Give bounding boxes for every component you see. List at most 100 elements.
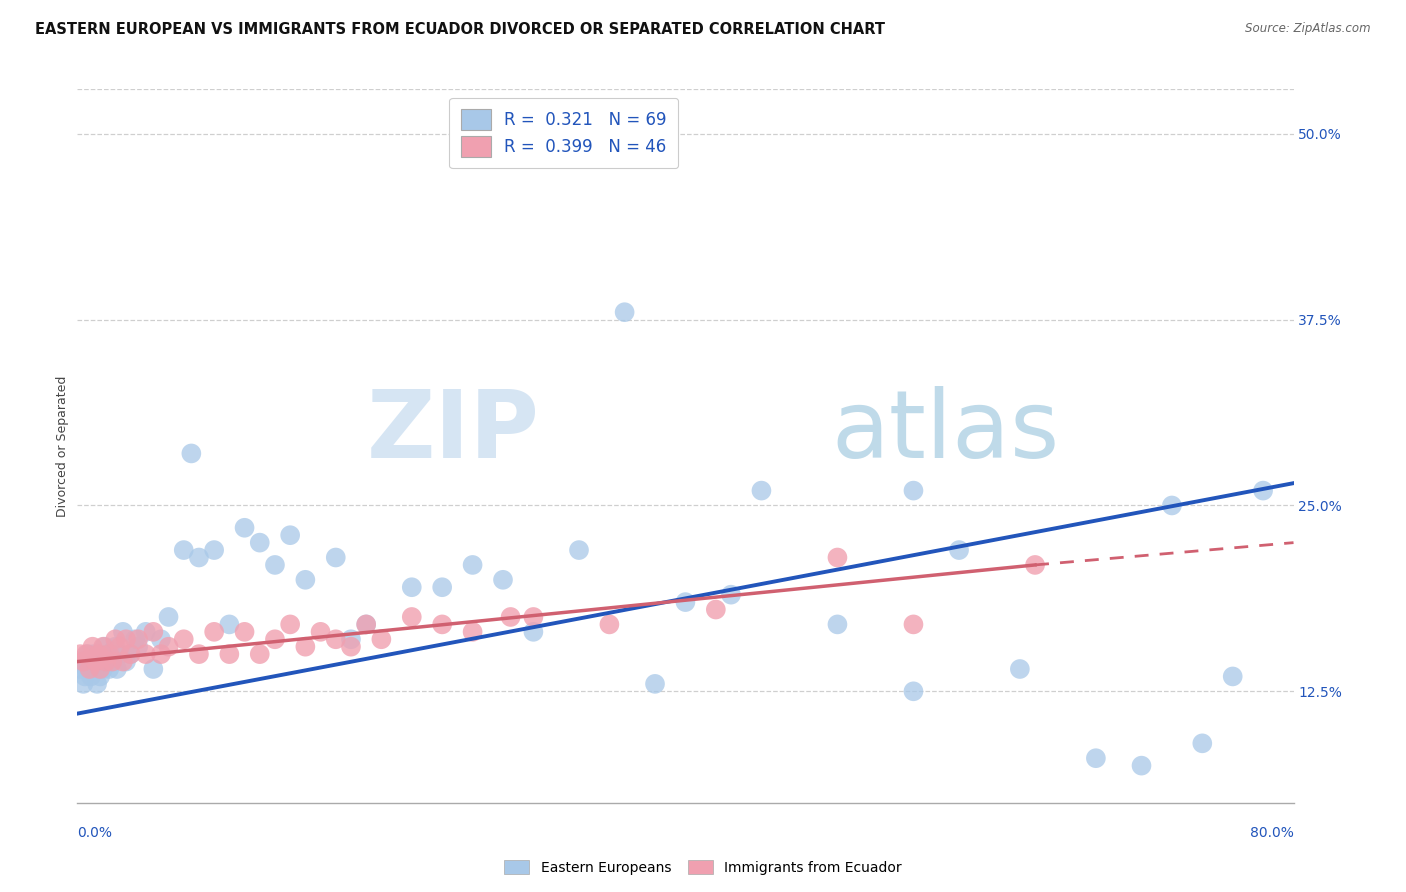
- Point: [142, 624, 165, 639]
- Point: [127, 632, 149, 647]
- Point: [675, 595, 697, 609]
- Point: [704, 602, 727, 616]
- Point: [522, 624, 544, 639]
- Point: [827, 617, 849, 632]
- Point: [101, 655, 124, 669]
- Point: [325, 550, 347, 565]
- Point: [111, 655, 134, 669]
- Point: [430, 580, 453, 594]
- Point: [89, 662, 111, 676]
- Point: [97, 647, 120, 661]
- Legend: R =  0.321   N = 69, R =  0.399   N = 46: R = 0.321 N = 69, R = 0.399 N = 46: [450, 97, 678, 169]
- Point: [82, 640, 104, 654]
- Point: [461, 558, 484, 572]
- Point: [644, 677, 666, 691]
- Point: [218, 647, 240, 661]
- Point: [127, 640, 149, 654]
- Point: [354, 617, 377, 632]
- Point: [87, 662, 110, 676]
- Text: 80.0%: 80.0%: [1250, 826, 1294, 839]
- Point: [903, 684, 925, 698]
- Point: [188, 550, 211, 565]
- Point: [613, 305, 636, 319]
- Legend: Eastern Europeans, Immigrants from Ecuador: Eastern Europeans, Immigrants from Ecuad…: [499, 855, 907, 880]
- Point: [96, 655, 118, 669]
- Point: [93, 640, 115, 654]
- Point: [104, 640, 127, 654]
- Point: [202, 624, 225, 639]
- Point: [120, 647, 142, 661]
- Point: [83, 647, 105, 661]
- Point: [233, 624, 256, 639]
- Point: [233, 521, 256, 535]
- Point: [568, 543, 591, 558]
- Point: [294, 640, 316, 654]
- Point: [249, 535, 271, 549]
- Point: [354, 617, 377, 632]
- Point: [499, 610, 522, 624]
- Point: [77, 647, 100, 661]
- Point: [115, 632, 138, 647]
- Point: [401, 580, 423, 594]
- Point: [79, 662, 101, 676]
- Point: [1251, 483, 1274, 498]
- Point: [105, 662, 128, 676]
- Point: [84, 662, 107, 676]
- Point: [73, 669, 96, 683]
- Point: [149, 632, 172, 647]
- Point: [1024, 558, 1046, 572]
- Point: [84, 655, 107, 669]
- Point: [751, 483, 773, 498]
- Point: [1008, 662, 1031, 676]
- Point: [492, 573, 515, 587]
- Y-axis label: Divorced or Separated: Divorced or Separated: [56, 376, 69, 516]
- Point: [108, 640, 131, 654]
- Point: [82, 655, 104, 669]
- Point: [340, 640, 363, 654]
- Point: [264, 632, 287, 647]
- Point: [1222, 669, 1244, 683]
- Point: [188, 647, 211, 661]
- Point: [135, 647, 157, 661]
- Point: [1191, 736, 1213, 750]
- Point: [89, 669, 111, 683]
- Point: [1161, 499, 1184, 513]
- Point: [294, 573, 316, 587]
- Point: [278, 617, 301, 632]
- Point: [115, 655, 138, 669]
- Point: [142, 662, 165, 676]
- Point: [98, 647, 121, 661]
- Point: [903, 483, 925, 498]
- Point: [370, 632, 392, 647]
- Point: [70, 655, 93, 669]
- Point: [87, 647, 110, 661]
- Point: [111, 624, 134, 639]
- Point: [249, 647, 271, 661]
- Point: [135, 624, 157, 639]
- Point: [124, 632, 146, 647]
- Point: [91, 640, 114, 654]
- Point: [101, 655, 124, 669]
- Text: Source: ZipAtlas.com: Source: ZipAtlas.com: [1246, 22, 1371, 36]
- Point: [98, 662, 121, 676]
- Point: [264, 558, 287, 572]
- Point: [401, 610, 423, 624]
- Point: [461, 624, 484, 639]
- Point: [157, 610, 180, 624]
- Point: [218, 617, 240, 632]
- Text: atlas: atlas: [831, 385, 1060, 478]
- Point: [173, 543, 195, 558]
- Text: ZIP: ZIP: [367, 385, 540, 478]
- Point: [340, 632, 363, 647]
- Point: [180, 446, 202, 460]
- Point: [157, 640, 180, 654]
- Point: [120, 647, 142, 661]
- Point: [79, 662, 101, 676]
- Point: [100, 647, 122, 661]
- Point: [75, 647, 97, 661]
- Point: [96, 655, 118, 669]
- Point: [149, 647, 172, 661]
- Text: 0.0%: 0.0%: [77, 826, 112, 839]
- Text: EASTERN EUROPEAN VS IMMIGRANTS FROM ECUADOR DIVORCED OR SEPARATED CORRELATION CH: EASTERN EUROPEAN VS IMMIGRANTS FROM ECUA…: [35, 22, 886, 37]
- Point: [325, 632, 347, 647]
